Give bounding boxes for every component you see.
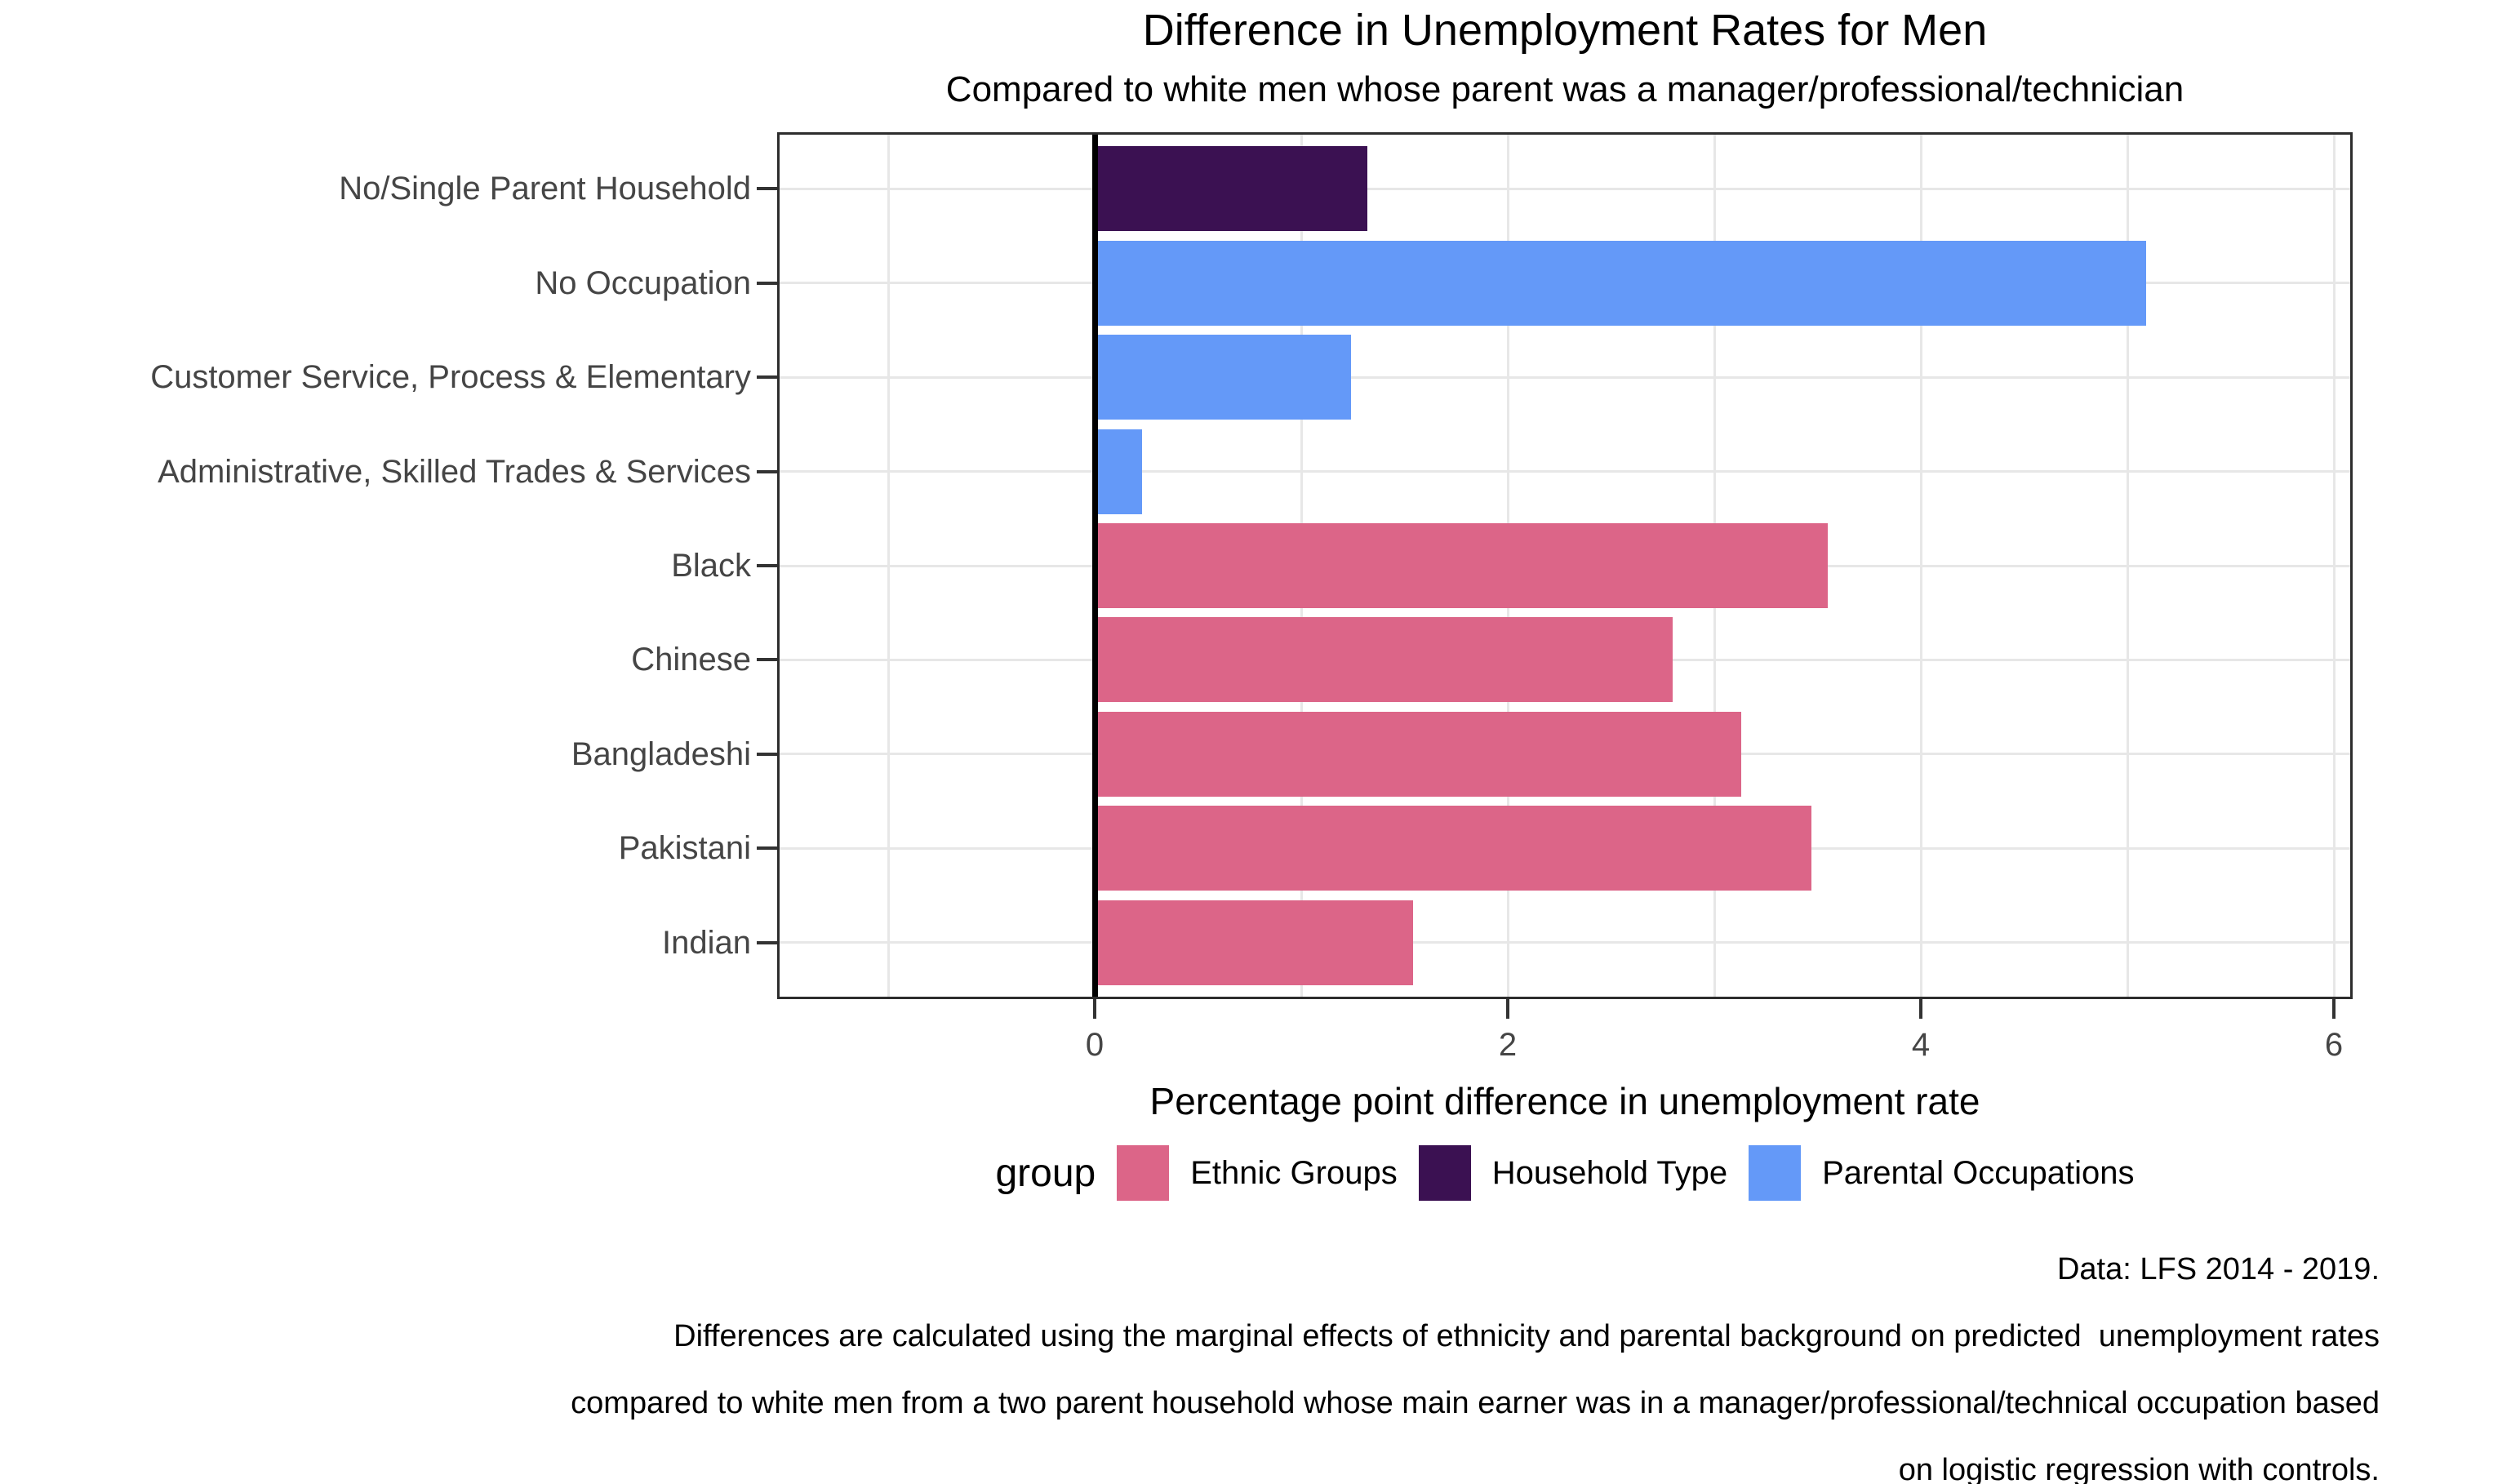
caption: Data: LFS 2014 - 2019. Differences are c… [571,1236,2380,1484]
bar [1095,146,1367,232]
y-tick-mark [757,375,777,380]
plot-panel [777,132,2353,999]
gridline-horizontal [777,187,2353,190]
bar [1095,429,1143,514]
legend-key-label: Parental Occupations [1822,1154,2135,1191]
chart-subtitle: Compared to white men whose parent was a… [945,69,2184,109]
legend-key-label: Ethnic Groups [1190,1154,1398,1191]
legend-title: group [995,1151,1096,1195]
x-axis-tick-label: 6 [2324,1027,2344,1063]
y-tick-mark [757,658,777,662]
legend-item: Ethnic Groups [1117,1145,1398,1201]
y-tick-mark [757,752,777,756]
gridline-horizontal [777,375,2353,379]
gridline-vertical [887,132,890,999]
legend: group Ethnic Groups Household Type Parenta… [777,1138,2353,1208]
bar [1095,335,1351,420]
y-axis-label: Customer Service, Process & Elementary [150,359,751,396]
y-axis-label: Bangladeshi [571,735,751,772]
y-axis-label: Pakistani [618,830,751,867]
zero-line [1091,132,1098,999]
bar [1095,806,1811,891]
legend-key-label: Household Type [1491,1154,1728,1191]
x-tick-mark [1093,999,1096,1019]
x-axis-title: Percentage point difference in unemploym… [1149,1080,1980,1122]
legend-item: Household Type [1418,1145,1728,1201]
caption-line: on logistic regression with controls. [1898,1453,2380,1484]
bar [1095,900,1413,985]
y-tick-mark [757,564,777,567]
bar [1095,523,1829,608]
y-tick-mark [757,281,777,285]
y-axis-label: Administrative, Skilled Trades & Service… [158,453,751,490]
y-axis-label: Chinese [631,642,751,678]
x-axis-tick-label: 0 [1085,1027,1104,1063]
legend-key-swatch [1418,1145,1471,1201]
caption-line: Differences are calculated using the mar… [673,1319,2380,1353]
y-tick-mark [757,846,777,851]
caption-line: compared to white men from a two parent … [571,1386,2380,1420]
y-tick-mark [757,469,777,473]
gridline-horizontal [777,470,2353,473]
gridline-vertical [2126,132,2129,999]
y-tick-mark [757,940,777,944]
gridline-vertical [2332,132,2336,999]
x-axis-tick-label: 4 [1911,1027,1931,1063]
y-axis-label: Black [671,548,751,584]
x-axis-tick-label: 2 [1498,1027,1518,1063]
x-tick-mark [1506,999,1509,1019]
bar [1095,711,1741,797]
gridline-horizontal [777,941,2353,944]
y-tick-mark [757,187,777,191]
y-axis-label: No/Single Parent Household [339,171,751,207]
gridline-vertical [1919,132,1922,999]
legend-key-swatch [1117,1145,1170,1201]
x-tick-mark [1919,999,1922,1019]
bar [1095,240,2146,326]
legend-item: Parental Occupations [1749,1145,2135,1201]
y-axis-label: Indian [662,924,751,961]
bar [1095,617,1673,703]
legend-key-swatch [1749,1145,1802,1201]
chart-title: Difference in Unemployment Rates for Men [1142,6,1988,55]
caption-line: Data: LFS 2014 - 2019. [2056,1252,2380,1286]
x-tick-mark [2332,999,2336,1019]
y-axis-label: No Occupation [535,264,751,301]
